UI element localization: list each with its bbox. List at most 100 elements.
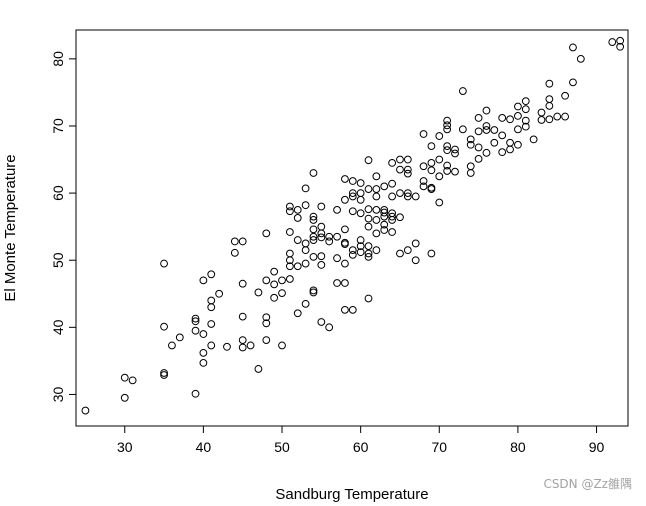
data-point <box>506 138 514 147</box>
data-point <box>199 330 208 338</box>
data-point <box>411 239 420 248</box>
data-point <box>309 236 318 244</box>
data-point <box>521 105 530 114</box>
data-point <box>238 279 247 288</box>
data-point <box>514 112 522 120</box>
data-point <box>616 36 625 45</box>
x-tick-label: 50 <box>274 439 290 455</box>
data-point <box>561 91 569 100</box>
data-point <box>372 216 381 224</box>
data-point <box>372 229 381 238</box>
data-point <box>427 158 436 167</box>
data-point <box>278 289 286 298</box>
data-point <box>293 262 302 271</box>
data-point <box>199 359 208 367</box>
data-point <box>364 222 373 231</box>
data-point <box>403 155 412 164</box>
data-point <box>427 142 436 151</box>
x-tick-label: 60 <box>353 439 369 455</box>
data-point <box>293 236 302 244</box>
data-point <box>278 341 286 350</box>
data-point <box>482 122 491 130</box>
data-point <box>285 207 294 216</box>
data-point <box>443 167 452 175</box>
data-point <box>364 214 373 223</box>
x-tick-label: 90 <box>589 439 605 455</box>
x-tick-label: 30 <box>117 439 133 455</box>
data-points <box>81 36 625 415</box>
data-point <box>160 259 168 268</box>
data-point <box>191 326 200 335</box>
data-point <box>608 38 617 46</box>
data-point <box>317 318 326 326</box>
data-point <box>443 142 452 151</box>
data-point <box>419 162 428 171</box>
y-axis-title: El Monte Temperature <box>2 154 19 301</box>
data-point <box>364 294 373 303</box>
data-point <box>285 256 294 265</box>
data-point <box>482 106 491 115</box>
data-point <box>301 246 310 255</box>
data-point <box>160 322 168 331</box>
data-point <box>309 252 318 261</box>
data-point <box>396 189 404 197</box>
data-point <box>356 195 365 204</box>
data-point <box>341 225 349 234</box>
data-point <box>309 169 318 177</box>
data-point <box>474 143 483 152</box>
data-point <box>325 232 334 241</box>
data-point <box>506 115 514 124</box>
data-point <box>380 226 389 234</box>
data-point <box>348 189 357 197</box>
data-point <box>309 212 318 221</box>
data-point <box>521 122 530 131</box>
data-point <box>199 348 208 357</box>
data-point <box>309 216 318 224</box>
data-point <box>380 182 389 191</box>
data-point <box>403 169 412 178</box>
data-point <box>317 233 326 242</box>
data-point <box>435 155 444 164</box>
data-point <box>230 237 239 246</box>
data-point <box>199 276 208 285</box>
data-point <box>341 305 349 314</box>
data-point <box>396 249 404 258</box>
data-point <box>348 305 357 314</box>
data-point <box>341 240 349 249</box>
data-point <box>498 148 507 157</box>
data-point <box>545 101 554 110</box>
y-tick-label: 40 <box>50 319 66 335</box>
data-point <box>466 169 475 177</box>
data-point <box>545 79 554 88</box>
data-point <box>553 112 562 121</box>
data-point <box>325 323 334 332</box>
data-point <box>427 249 436 258</box>
data-point <box>191 314 200 323</box>
data-point <box>490 138 499 147</box>
x-tick-label: 40 <box>196 439 212 455</box>
data-point <box>380 208 389 217</box>
data-point <box>396 165 404 174</box>
data-point <box>356 236 365 244</box>
data-point <box>419 130 428 138</box>
data-point <box>341 175 349 183</box>
data-point <box>380 220 389 229</box>
data-point <box>372 192 381 201</box>
data-point <box>427 185 436 193</box>
data-point <box>309 288 318 297</box>
data-point <box>238 343 247 352</box>
data-point <box>333 279 341 287</box>
data-point <box>380 212 389 221</box>
data-point <box>160 369 168 377</box>
data-point <box>270 267 279 276</box>
data-point <box>270 293 279 302</box>
data-point <box>364 249 373 258</box>
data-point <box>388 158 397 167</box>
data-point <box>333 254 341 263</box>
data-point <box>238 336 247 344</box>
x-tick-label: 80 <box>510 439 526 455</box>
data-point <box>396 155 404 164</box>
data-point <box>451 149 459 158</box>
x-tick-label: 70 <box>431 439 447 455</box>
